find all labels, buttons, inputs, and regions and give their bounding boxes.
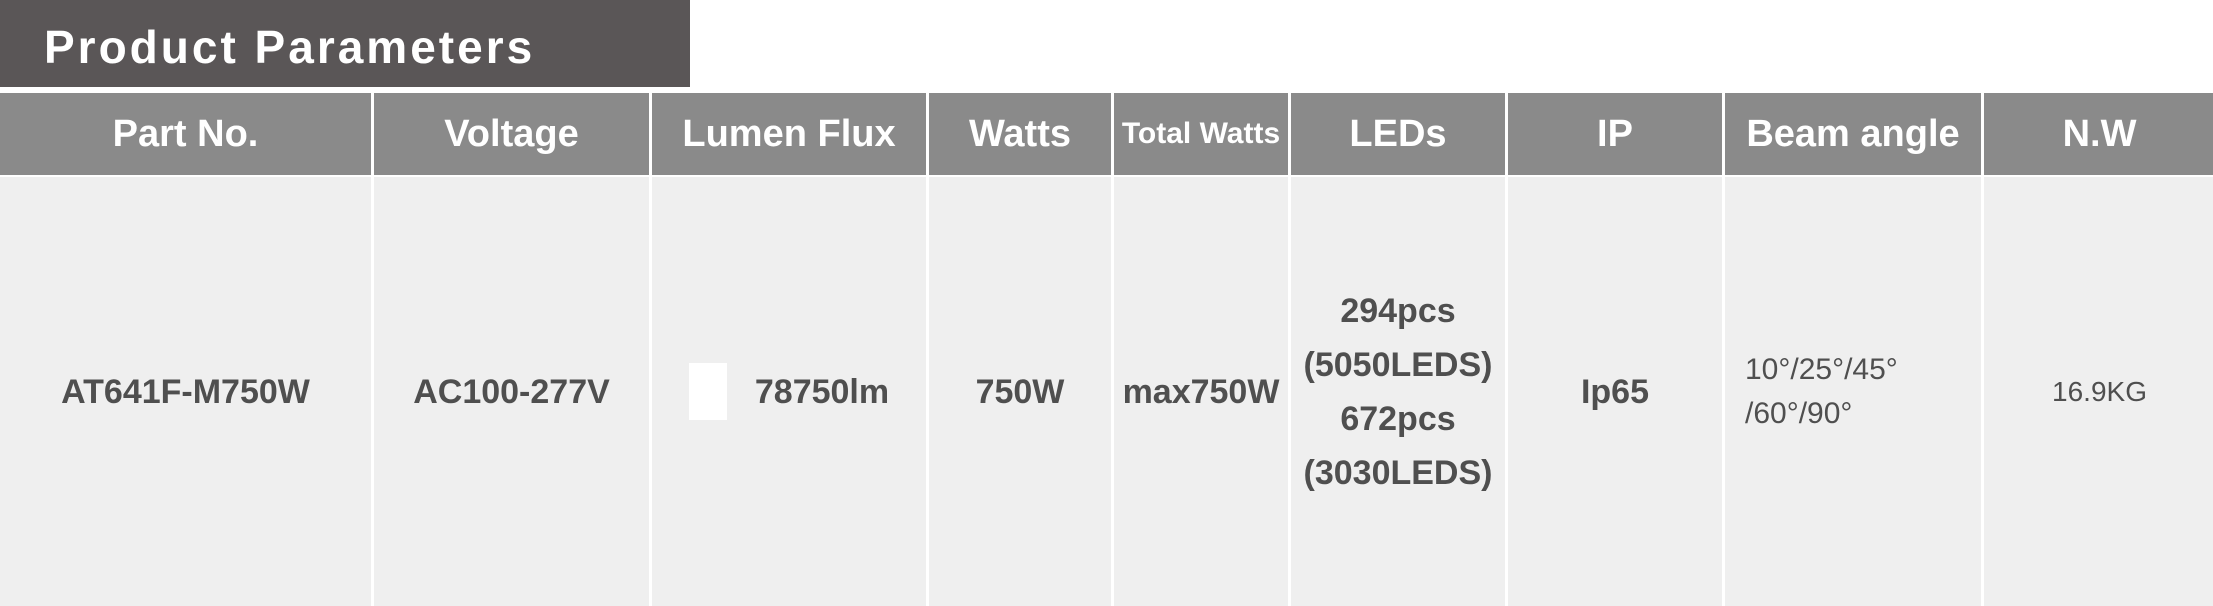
beam-line: /60°/90°: [1745, 396, 1853, 430]
cell-nw: 16.9KG: [1984, 177, 2213, 606]
leds-line: (3030LEDS): [1303, 453, 1493, 492]
header-lumen-flux: Lumen Flux: [652, 93, 926, 175]
header-part-no: Part No.: [0, 93, 371, 175]
cell-leds: 294pcs (5050LEDS) 672pcs (3030LEDS): [1291, 177, 1505, 606]
header-total-watts: Total Watts: [1114, 93, 1288, 175]
header-nw: N.W: [1984, 93, 2213, 175]
cell-voltage: AC100-277V: [374, 177, 649, 606]
cell-watts: 750W: [929, 177, 1111, 606]
header-watts: Watts: [929, 93, 1111, 175]
cell-lumen-flux: 78750lm: [652, 177, 926, 606]
leds-line: (5050LEDS): [1303, 345, 1493, 384]
lumen-value: 78750lm: [754, 372, 890, 411]
header-leds: LEDs: [1291, 93, 1505, 175]
cell-ip: Ip65: [1508, 177, 1722, 606]
cell-total-watts: max750W: [1114, 177, 1288, 606]
header-ip: IP: [1508, 93, 1722, 175]
beam-line: 10°/25°/45°: [1745, 352, 1898, 386]
color-swatch: [688, 363, 727, 420]
table-header: Part No. Voltage Lumen Flux Watts Total …: [0, 93, 2213, 175]
cell-beam-angle: 10°/25°/45° /60°/90°: [1725, 177, 1981, 606]
cell-part-no: AT641F-M750W: [0, 177, 371, 606]
table-row: AT641F-M750W AC100-277V 78750lm 750W max…: [0, 177, 2213, 606]
leds-line: 294pcs: [1340, 291, 1456, 330]
header-voltage: Voltage: [374, 93, 649, 175]
leds-line: 672pcs: [1340, 399, 1456, 438]
header-beam-angle: Beam angle: [1725, 93, 1981, 175]
section-title: Product Parameters: [0, 0, 690, 87]
